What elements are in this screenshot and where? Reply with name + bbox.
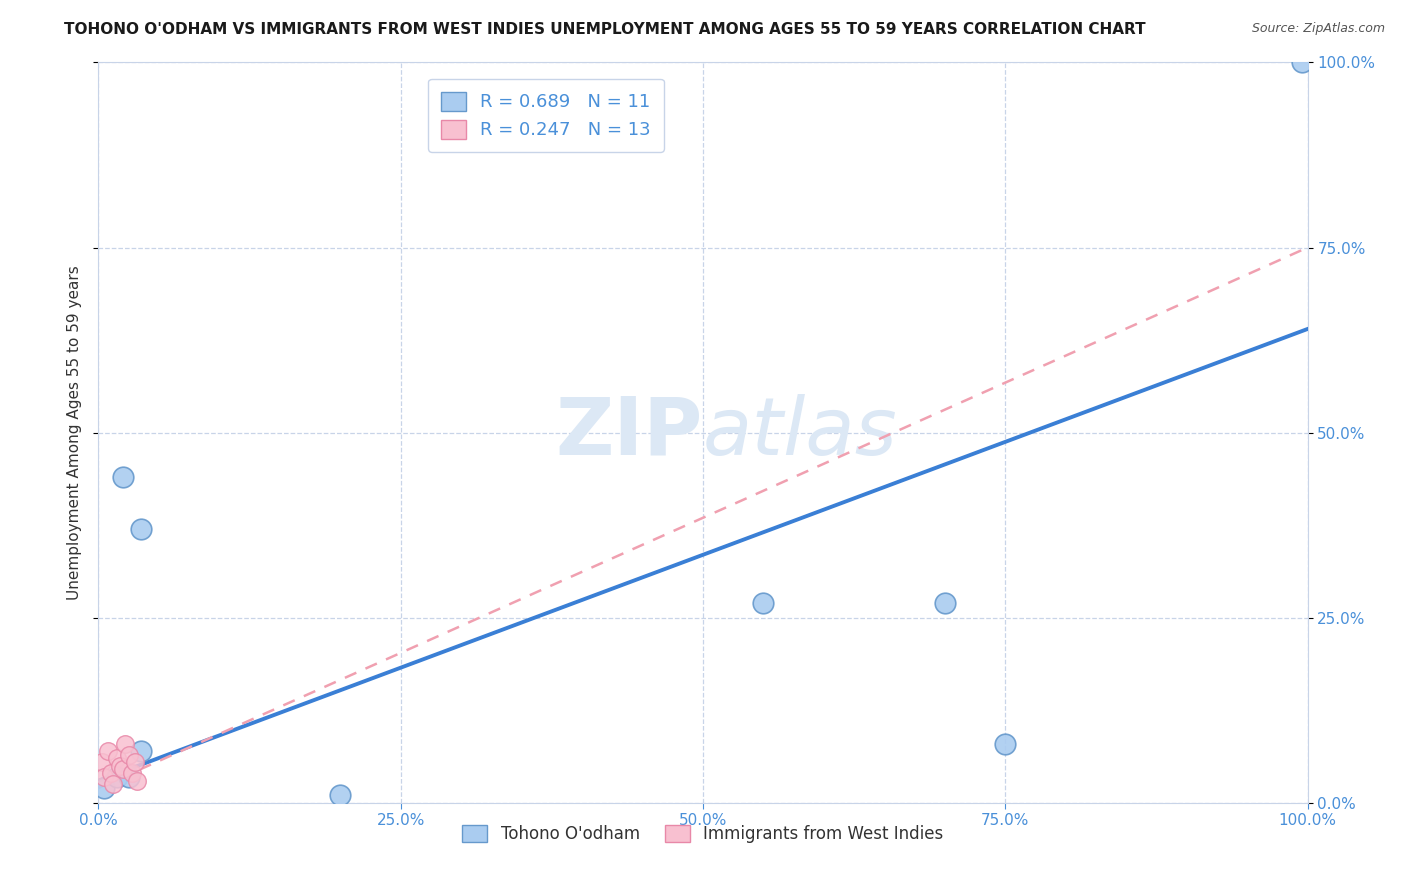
Point (129, 522, 152, 536)
Point (124, 755, 146, 769)
Point (118, 770, 141, 784)
Point (114, 737, 136, 751)
Text: TOHONO O'ODHAM VS IMMIGRANTS FROM WEST INDIES UNEMPLOYMENT AMONG AGES 55 TO 59 Y: TOHONO O'ODHAM VS IMMIGRANTS FROM WEST I… (63, 22, 1146, 37)
Point (105, 751, 128, 765)
Point (111, 470, 134, 484)
Point (934, 596, 956, 610)
Y-axis label: Unemployment Among Ages 55 to 59 years: Unemployment Among Ages 55 to 59 years (67, 265, 83, 600)
Point (93, 780, 115, 795)
Point (1291, 55, 1313, 70)
Text: ZIP: ZIP (555, 393, 703, 472)
Point (100, 766, 122, 780)
Point (101, 777, 124, 791)
Text: Source: ZipAtlas.com: Source: ZipAtlas.com (1251, 22, 1385, 36)
Point (118, 747, 141, 762)
Point (752, 596, 775, 610)
Point (105, 770, 128, 784)
Point (93, 770, 115, 784)
Text: atlas: atlas (703, 393, 898, 472)
Point (91, 755, 114, 769)
Point (121, 766, 143, 780)
Point (329, 789, 352, 803)
Point (129, 744, 152, 758)
Legend: Tohono O'odham, Immigrants from West Indies: Tohono O'odham, Immigrants from West Ind… (456, 819, 950, 850)
Point (108, 758, 131, 772)
Point (127, 773, 149, 788)
Point (111, 763, 134, 777)
Point (97, 744, 120, 758)
Point (994, 737, 1017, 751)
